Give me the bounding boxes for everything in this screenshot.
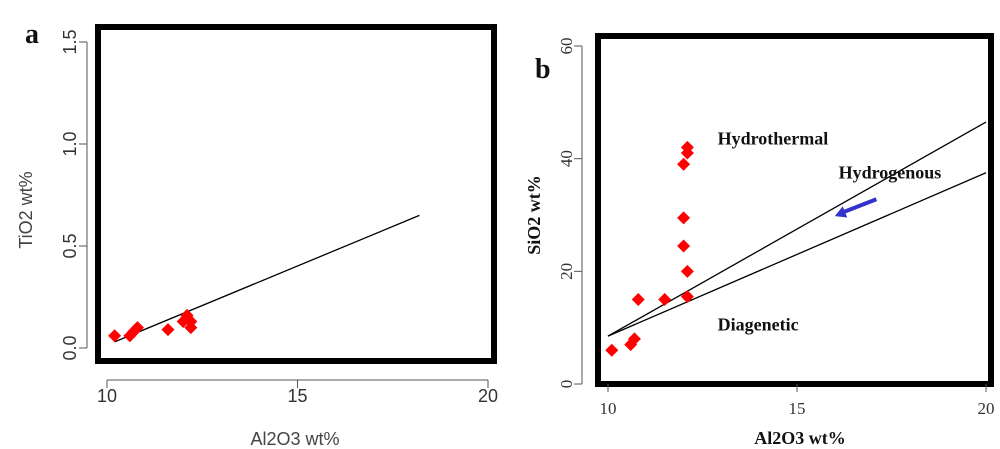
chart-panel-a: 10 15 20 0.0 0.5 1.0 1.5 Al2O3 wt% TiO2 wt% a <box>16 19 498 449</box>
x-tick-label: 20 <box>978 399 995 418</box>
arrow-head <box>834 206 848 218</box>
y-tick-label: 20 <box>557 263 576 280</box>
region-label: Diagenetic <box>718 314 799 334</box>
data-point <box>677 211 691 225</box>
data-point <box>631 293 645 306</box>
trend-arrow <box>840 197 878 215</box>
data-point <box>677 157 691 171</box>
x-tick-label: 10 <box>600 399 617 418</box>
reference-line <box>114 214 420 343</box>
y-tick-label: 60 <box>557 38 576 55</box>
x-axis-label: Al2O3 wt% <box>250 429 339 449</box>
data-point <box>161 323 175 337</box>
data-point <box>605 343 619 357</box>
region-label: Hydrogenous <box>839 162 942 182</box>
x-tick-label: 20 <box>478 386 498 406</box>
region-label: Hydrothermal <box>718 129 829 149</box>
y-axis-label: TiO2 wt% <box>16 171 36 248</box>
data-point <box>658 293 672 306</box>
y-tick-label: 0.5 <box>60 233 80 258</box>
data-point <box>677 239 691 253</box>
data-point <box>130 321 144 335</box>
y-tick-label: 0.0 <box>60 335 80 360</box>
y-tick-label: 40 <box>557 150 576 167</box>
panel-label: a <box>25 19 39 50</box>
data-point <box>680 290 694 304</box>
data-point <box>180 310 194 324</box>
data-point <box>108 329 122 343</box>
reference-line <box>607 121 987 337</box>
data-point <box>627 332 641 346</box>
y-tick-label: 1.5 <box>60 29 80 54</box>
x-tick-label: 10 <box>97 386 117 406</box>
reference-line <box>607 172 987 337</box>
x-tick-label: 15 <box>287 386 307 406</box>
data-point <box>680 264 694 278</box>
panel-label: b <box>535 54 551 85</box>
x-tick-label: 15 <box>789 399 806 418</box>
x-axis-label: Al2O3 wt% <box>754 428 846 448</box>
plot-frame <box>595 33 994 387</box>
plot-frame <box>95 24 497 364</box>
y-axis-label: SiO2 wt% <box>524 175 544 255</box>
y-tick-label: 1.0 <box>60 131 80 156</box>
y-tick-label: 0 <box>557 380 576 389</box>
chart-panel-b: 10 15 20 0 20 40 60 Al2O3 wt% SiO2 wt% b Hydrother… <box>524 33 995 448</box>
data-point <box>680 140 694 154</box>
